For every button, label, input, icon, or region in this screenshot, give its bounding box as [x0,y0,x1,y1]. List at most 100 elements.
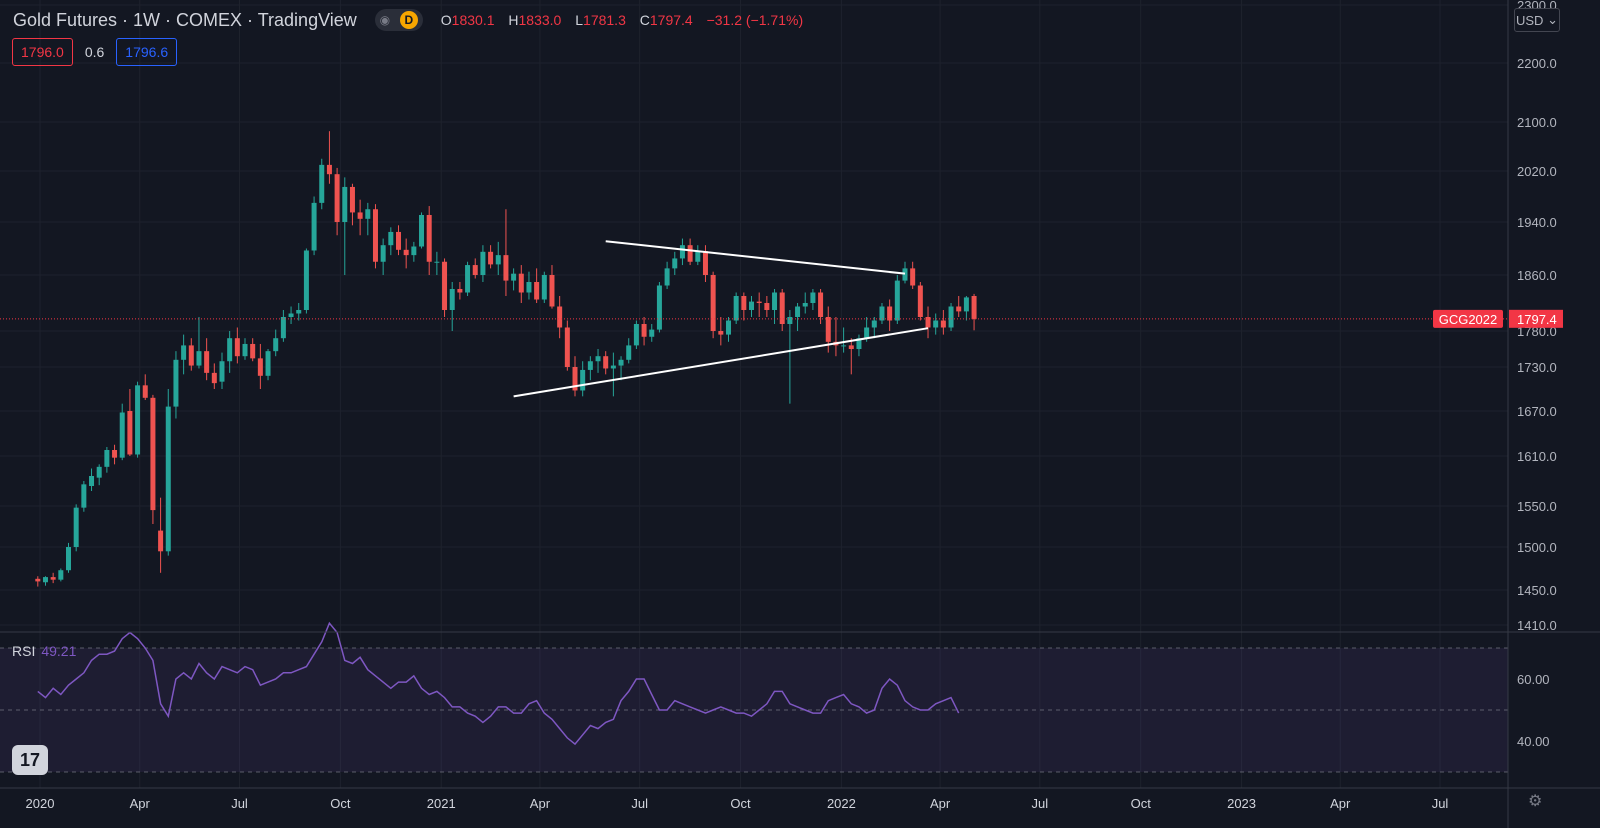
candle-body [541,275,547,300]
price-tick-label: 1410.0 [1517,618,1557,633]
candle-body [50,577,56,580]
candle-body [434,261,440,263]
candle-body [725,320,731,335]
candle-body [204,351,210,373]
candle-body [165,406,171,552]
candle-body [380,245,386,262]
candle-body [741,296,747,310]
rsi-line [37,621,960,746]
candle-body [273,338,279,352]
candle-body [595,356,601,362]
eye-icon[interactable]: ◉ [379,13,391,27]
quote-boxes: 1796.0 0.6 1796.6 [12,38,178,66]
gear-icon[interactable]: ⚙ [1528,793,1543,810]
trendline [605,240,906,275]
candle-body [311,202,317,251]
candle-body [756,301,762,303]
candle-body [242,343,248,357]
time-tick-label: 2020 [26,796,55,811]
price-change: −31.2 (−1.71%) [706,12,804,28]
candle-body [963,297,969,312]
candle-body [58,570,64,580]
candle-body [810,292,816,303]
last-price-label: 1797.4 [1517,312,1557,327]
visibility-pill[interactable]: ◉ D [374,9,423,31]
candle-body [357,212,363,219]
time-tick-label: Jul [631,796,648,811]
candle-body [841,345,847,347]
candle-body [894,280,900,321]
rsi-tick-label: 60.00 [1517,672,1550,687]
tradingview-logo-icon[interactable]: 17 [12,745,48,775]
candle-body [526,282,532,293]
candle-body [710,275,716,331]
candle-body [772,292,778,310]
candle-body [234,338,240,357]
candle-body [749,301,755,310]
candle-body [971,296,977,320]
rsi-tick-label: 40.00 [1517,734,1550,749]
spread-value: 0.6 [84,44,105,60]
chevron-down-icon: ⌄ [1547,12,1558,27]
candle-body [104,450,110,467]
candle-body [135,385,141,455]
candle-body [196,351,202,366]
sell-price-box[interactable]: 1796.0 [12,38,73,66]
trendlines-layer [513,240,929,398]
candle-body [718,331,724,335]
candle-body [549,275,555,307]
candle-body [211,372,217,384]
price-tick-label: 1860.0 [1517,268,1557,283]
rsi-layer [37,621,960,746]
candle-body [779,292,785,324]
candle-body [825,317,831,342]
rsi-legend[interactable]: RSI 49.21 [12,643,76,659]
candle-body [365,209,371,219]
candle-body [503,255,509,281]
buy-price-box[interactable]: 1796.6 [116,38,178,66]
candle-body [702,251,708,275]
symbol-title[interactable]: Gold Futures · 1W · COMEX · TradingView [13,9,357,30]
time-tick-label: Jul [1432,796,1449,811]
candle-body [879,306,885,321]
candle-body [633,324,639,346]
candle-body [603,356,609,369]
candle-body [871,320,877,328]
candle-body [940,320,946,328]
candle-body [319,164,325,203]
candle-body [488,251,494,265]
candle-body [334,174,340,222]
candle-body [158,530,164,552]
candle-body [795,306,801,317]
candle-body [296,310,302,314]
candle-body [764,303,770,310]
candle-body [902,268,908,281]
time-tick-label: Oct [730,796,751,811]
price-tick-label: 2100.0 [1517,115,1557,130]
candle-body [395,231,401,250]
candle-body [42,577,48,583]
candle-body [649,329,655,337]
symbol-tag-box [1433,309,1503,328]
candle-body [802,303,808,307]
interval-badge[interactable]: D [399,11,418,29]
time-tick-label: Jul [231,796,248,811]
candle-body [465,265,471,293]
candle-body [848,345,854,349]
candle-body [472,265,478,275]
candle-body [227,338,233,362]
candle-body [449,289,455,310]
time-tick-label: Oct [1131,796,1152,811]
candle-body [664,268,670,286]
currency-selector[interactable]: USD ⌄ [1514,8,1560,32]
candle-body [35,578,41,582]
time-tick-label: Apr [530,796,551,811]
candle-body [695,251,701,262]
candle-body [956,306,962,312]
candle-body [250,343,256,359]
candle-body [856,338,862,349]
candle-body [96,466,102,478]
candle-body [917,285,923,317]
candle-body [948,306,954,328]
